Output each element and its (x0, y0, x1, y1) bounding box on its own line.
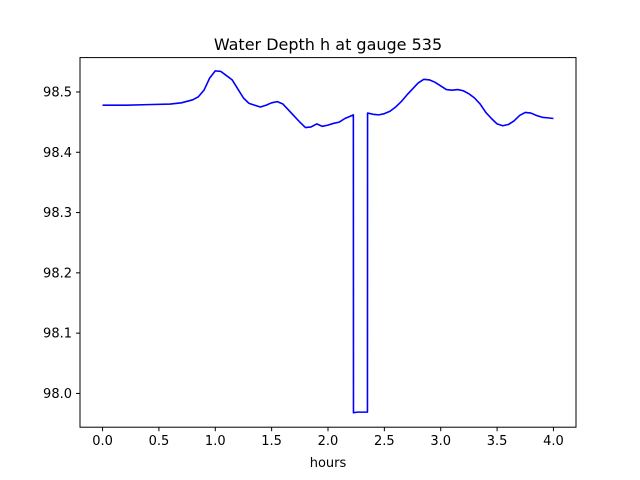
x-tick-label: 3.0 (430, 434, 451, 449)
y-axis-ticks: 98.0 98.1 98.2 98.3 98.4 98.5 (43, 85, 80, 402)
x-tick-label: 1.5 (261, 434, 282, 449)
x-axis-ticks: 0.0 0.5 1.0 1.5 2.0 2.5 3.0 3.5 4.0 (92, 427, 564, 449)
y-tick-label: 98.0 (43, 387, 72, 402)
x-tick-label: 3.5 (487, 434, 508, 449)
x-tick-label: 0.5 (149, 434, 170, 449)
x-tick-label: 1.0 (205, 434, 226, 449)
y-tick-label: 98.2 (43, 266, 72, 281)
chart-title: Water Depth h at gauge 535 (214, 35, 442, 54)
y-tick-label: 98.3 (43, 206, 72, 221)
y-tick-label: 98.1 (43, 327, 72, 342)
plot-line-layer (102, 70, 554, 414)
x-tick-label: 0.0 (92, 434, 113, 449)
series-line-1 (102, 70, 554, 414)
x-tick-label: 2.0 (318, 434, 339, 449)
y-tick-label: 98.4 (43, 146, 72, 161)
x-tick-label: 4.0 (543, 434, 564, 449)
y-tick-label: 98.5 (43, 85, 72, 100)
x-axis-label: hours (310, 456, 347, 471)
x-tick-label: 2.5 (374, 434, 395, 449)
